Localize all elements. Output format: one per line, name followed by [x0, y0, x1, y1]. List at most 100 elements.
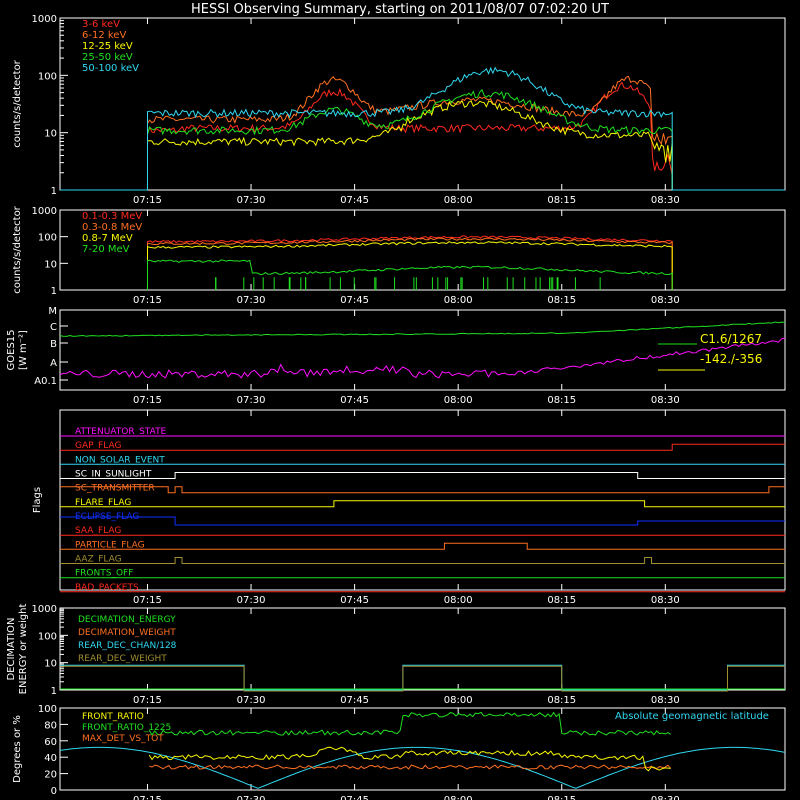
x-tick-label: 08:00 [444, 595, 473, 606]
x-tick-label: 07:15 [133, 595, 162, 606]
y-tick-label: 40 [44, 753, 57, 764]
y-tick-label: 10 [44, 259, 57, 270]
x-tick-label: 07:15 [133, 195, 162, 206]
x-tick-label: 07:30 [237, 695, 266, 706]
chart-title: HESSI Observing Summary, starting on 201… [191, 2, 609, 17]
x-tick-label: 07:30 [237, 795, 266, 800]
flag-line-5 [60, 500, 785, 508]
y-tick-label: 10 [44, 129, 57, 140]
flag-label: NON_SOLAR_EVENT [75, 455, 165, 465]
x-tick-label: 07:15 [133, 395, 162, 406]
x-tick-label: 08:30 [651, 295, 680, 306]
panel-3-frame [59, 309, 786, 391]
x-tick-label: 08:15 [547, 395, 576, 406]
series-line-1 [147, 75, 673, 190]
panel-6-frame [59, 707, 786, 791]
x-tick-label: 08:15 [547, 195, 576, 206]
max-det-line [149, 764, 672, 770]
flag-label: SC_IN_SUNLIGHT [75, 470, 152, 480]
y-tick-label: C [50, 322, 57, 333]
x-tick-label: 08:00 [444, 795, 473, 800]
y-tick-label: 1 [51, 186, 57, 197]
flag-line-8 [60, 542, 785, 550]
x-tick-label: 08:00 [444, 395, 473, 406]
flag-label: GAP_FLAG [75, 441, 121, 451]
y-tick-label: 100 [38, 71, 57, 82]
goes-low-line [59, 337, 786, 379]
legend-entry: FRONT_RATIO [82, 712, 144, 722]
flag-label: FRONTS_OFF [75, 569, 133, 579]
x-tick-label: 08:30 [651, 795, 680, 800]
panel-2-frame [59, 209, 786, 291]
flag-line-3 [60, 472, 785, 479]
flag-line-6 [60, 516, 785, 526]
flag-label: PARTICLE_FLAG [75, 540, 145, 550]
legend-entry: REAR_DEC_WEIGHT [78, 654, 167, 664]
panel-1-frame [59, 17, 786, 191]
legend-entry: Absolute geomagnetic latitude [615, 711, 769, 722]
x-tick-label: 08:15 [547, 295, 576, 306]
legend-entry: 0.1-0.3 MeV [82, 211, 142, 222]
series-line-3 [147, 88, 673, 190]
y-tick-label: 1 [51, 286, 57, 297]
legend-entry: 0.3-0.8 MeV [82, 222, 142, 233]
legend-entry: 25-50 keV [82, 52, 133, 63]
series-line-2 [147, 241, 673, 290]
flag-label: SAA_FLAG [75, 526, 121, 536]
y-axis-label-2: ENERGY or weight [18, 604, 29, 695]
x-tick-label: 08:30 [651, 395, 680, 406]
y-tick-label: M [48, 306, 57, 317]
front-ratio-1225-line [148, 711, 671, 736]
series-line-1 [147, 237, 673, 290]
flag-line-4 [60, 486, 785, 494]
y-tick-label: 100 [38, 233, 57, 244]
y-tick-label: 100 [38, 704, 57, 715]
x-tick-label: 07:45 [340, 795, 369, 800]
y-tick-label: 1000 [32, 604, 57, 615]
goes-high-line [59, 321, 786, 337]
x-tick-label: 07:45 [340, 395, 369, 406]
series-line-3 [147, 259, 673, 290]
flag-label: ATTENUATOR_STATE [75, 427, 167, 437]
x-tick-label: 07:30 [237, 195, 266, 206]
series-line-4 [147, 66, 673, 190]
legend-entry: FRONT_RATIO_1225 [82, 723, 171, 733]
legend-entry: 50-100 keV [82, 63, 139, 74]
y-axis-label: counts/s/detector [12, 205, 23, 293]
y-tick-label: 1000 [32, 14, 57, 25]
y-axis-label: GOES15 [6, 329, 17, 370]
x-tick-label: 08:30 [651, 195, 680, 206]
front-ratio-line [148, 746, 671, 772]
y-tick-label: 1000 [32, 206, 57, 217]
x-tick-label: 07:45 [340, 295, 369, 306]
x-tick-label: 08:00 [444, 195, 473, 206]
x-tick-label: 07:45 [340, 595, 369, 606]
y-tick-label: 80 [44, 720, 57, 731]
series-line-0 [147, 235, 673, 290]
legend-entry: MAX_DET_VS_TOT [82, 734, 164, 744]
y-axis-label: counts/s/detector [12, 59, 23, 147]
x-tick-label: 08:30 [651, 595, 680, 606]
y-tick-label: 1 [51, 686, 57, 697]
geomagnetic-latitude-line [59, 746, 786, 789]
y-axis-label: Degrees or % [12, 715, 23, 783]
legend-entry: 12-25 keV [82, 41, 133, 52]
legend-entry: 0.8-7 MeV [82, 233, 133, 244]
y-tick-label: 60 [44, 737, 57, 748]
flag-label: FLARE_FLAG [75, 498, 131, 508]
y-axis-label: DECIMATION [6, 617, 17, 680]
legend-entry: DECIMATION_ENERGY [78, 615, 176, 625]
goes-annotation: C1.6/1267 [700, 332, 762, 346]
legend-entry: 6-12 keV [82, 30, 126, 41]
y-axis-label: Flags [32, 487, 43, 513]
series-line-2 [147, 100, 673, 190]
series-line-0 [147, 81, 673, 190]
rear-dec-chan-line [60, 664, 785, 691]
x-tick-label: 08:00 [444, 295, 473, 306]
legend-entry: 3-6 keV [82, 19, 120, 30]
y-tick-label: A0.1 [34, 376, 57, 387]
x-tick-label: 08:15 [547, 695, 576, 706]
x-tick-label: 07:15 [133, 695, 162, 706]
x-tick-label: 07:15 [133, 295, 162, 306]
